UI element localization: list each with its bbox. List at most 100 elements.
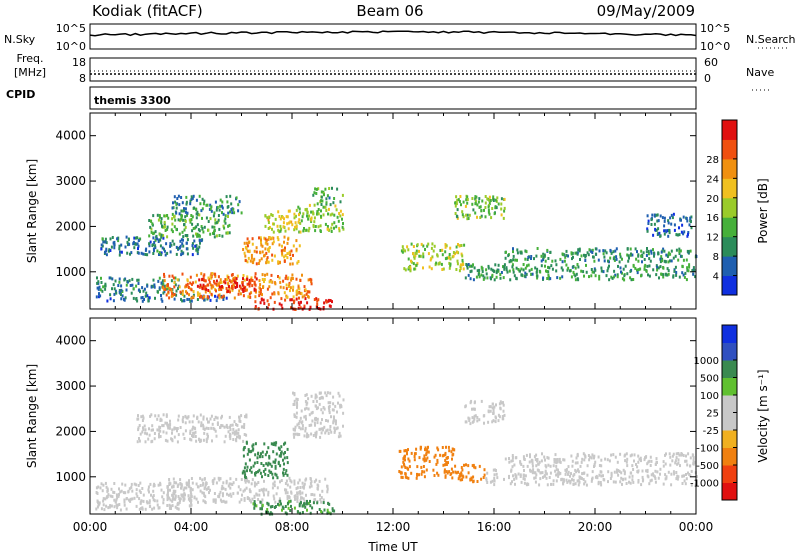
heatmap-cell — [448, 253, 451, 256]
heatmap-cell — [277, 228, 280, 232]
heatmap-cell — [190, 501, 192, 505]
heatmap-cell — [225, 481, 228, 485]
heatmap-cell — [334, 204, 337, 208]
heatmap-cell — [196, 223, 199, 227]
y-tick-label: 1000 — [55, 265, 86, 279]
heatmap-cell — [215, 434, 218, 438]
heatmap-cell — [448, 266, 451, 270]
heatmap-cell — [298, 478, 301, 482]
heatmap-cell — [266, 450, 268, 454]
heatmap-cell — [259, 500, 262, 504]
heatmap-cell — [218, 478, 221, 482]
heatmap-cell — [271, 214, 274, 217]
heatmap-cell — [677, 258, 680, 262]
heatmap-cell — [672, 275, 675, 279]
heatmap-cell — [648, 274, 651, 278]
heatmap-cell — [522, 455, 525, 459]
heatmap-cell — [184, 215, 187, 219]
heatmap-cell — [461, 213, 464, 217]
heatmap-cell — [519, 461, 522, 465]
heatmap-cell — [659, 467, 662, 471]
heatmap-cell — [337, 219, 340, 223]
heatmap-cell — [104, 282, 107, 286]
heatmap-cell — [298, 230, 301, 234]
heatmap-cell — [607, 259, 609, 263]
heatmap-cell — [196, 291, 199, 295]
heatmap-cell — [267, 502, 270, 506]
heatmap-cell — [513, 463, 516, 467]
heatmap-cell — [251, 497, 254, 501]
heatmap-cell — [690, 226, 693, 230]
heatmap-cell — [181, 420, 184, 424]
heatmap-cell — [289, 499, 292, 503]
heatmap-cell — [514, 475, 517, 478]
heatmap-cell — [261, 498, 264, 502]
heatmap-cell — [301, 273, 303, 277]
y-tick-label: 2000 — [55, 424, 86, 438]
heatmap-cell — [309, 499, 311, 503]
heatmap-cell — [225, 425, 228, 429]
heatmap-cell — [254, 453, 257, 457]
heatmap-cell — [267, 249, 270, 253]
heatmap-cell — [652, 474, 655, 478]
heatmap-cell — [509, 482, 512, 486]
heatmap-cell — [166, 225, 169, 229]
heatmap-cell — [182, 244, 185, 248]
heatmap-cell — [663, 232, 666, 236]
heatmap-cell — [255, 246, 258, 250]
heatmap-cell — [196, 298, 199, 301]
heatmap-cell — [685, 477, 688, 481]
heatmap-cell — [639, 267, 642, 271]
heatmap-cell — [244, 259, 247, 263]
heatmap-cell — [171, 485, 173, 489]
heatmap-cell — [195, 497, 198, 501]
heatmap-cell — [171, 439, 174, 443]
heatmap-cell — [171, 230, 174, 234]
heatmap-cell — [255, 290, 257, 294]
heatmap-cell — [251, 237, 254, 241]
heatmap-cell — [306, 301, 309, 305]
heatmap-cell — [534, 476, 537, 480]
heatmap-cell — [202, 481, 205, 485]
heatmap-cell — [637, 480, 640, 484]
heatmap-cell — [176, 197, 179, 200]
heatmap-cell — [671, 454, 674, 458]
heatmap-cell — [274, 505, 277, 508]
heatmap-cell — [171, 274, 174, 278]
heatmap-cell — [487, 266, 490, 270]
heatmap-cell — [250, 449, 253, 453]
heatmap-cell — [179, 499, 181, 503]
heatmap-cell — [314, 187, 317, 191]
heatmap-cell — [404, 466, 407, 469]
heatmap-cell — [286, 295, 289, 299]
heatmap-cell — [533, 471, 536, 475]
heatmap-cell — [151, 507, 154, 511]
heatmap-cell — [181, 293, 184, 296]
heatmap-cell — [268, 226, 271, 229]
heatmap-cell — [686, 219, 689, 223]
heatmap-cell — [410, 451, 413, 455]
heatmap-cell — [335, 225, 338, 229]
heatmap-cell — [156, 290, 159, 294]
heatmap-cell — [303, 304, 306, 308]
heatmap-cell — [267, 493, 270, 497]
heatmap-cell — [234, 276, 237, 280]
heatmap-cell — [108, 276, 111, 280]
heatmap-cell — [253, 461, 256, 465]
heatmap-cell — [312, 212, 315, 216]
heatmap-cell — [563, 259, 566, 263]
heatmap-cell — [471, 407, 473, 411]
heatmap-cell — [295, 227, 298, 231]
heatmap-cell — [160, 488, 163, 492]
heatmap-cell — [511, 263, 514, 267]
colorbar-segment — [722, 395, 737, 413]
heatmap-cell — [270, 280, 273, 284]
heatmap-cell — [466, 198, 469, 201]
heatmap-cell — [191, 242, 194, 246]
heatmap-cell — [419, 445, 422, 449]
heatmap-cell — [154, 238, 157, 242]
heatmap-cell — [140, 296, 143, 300]
heatmap-cell — [286, 215, 289, 219]
heatmap-cell — [246, 275, 249, 279]
heatmap-cell — [597, 482, 600, 486]
